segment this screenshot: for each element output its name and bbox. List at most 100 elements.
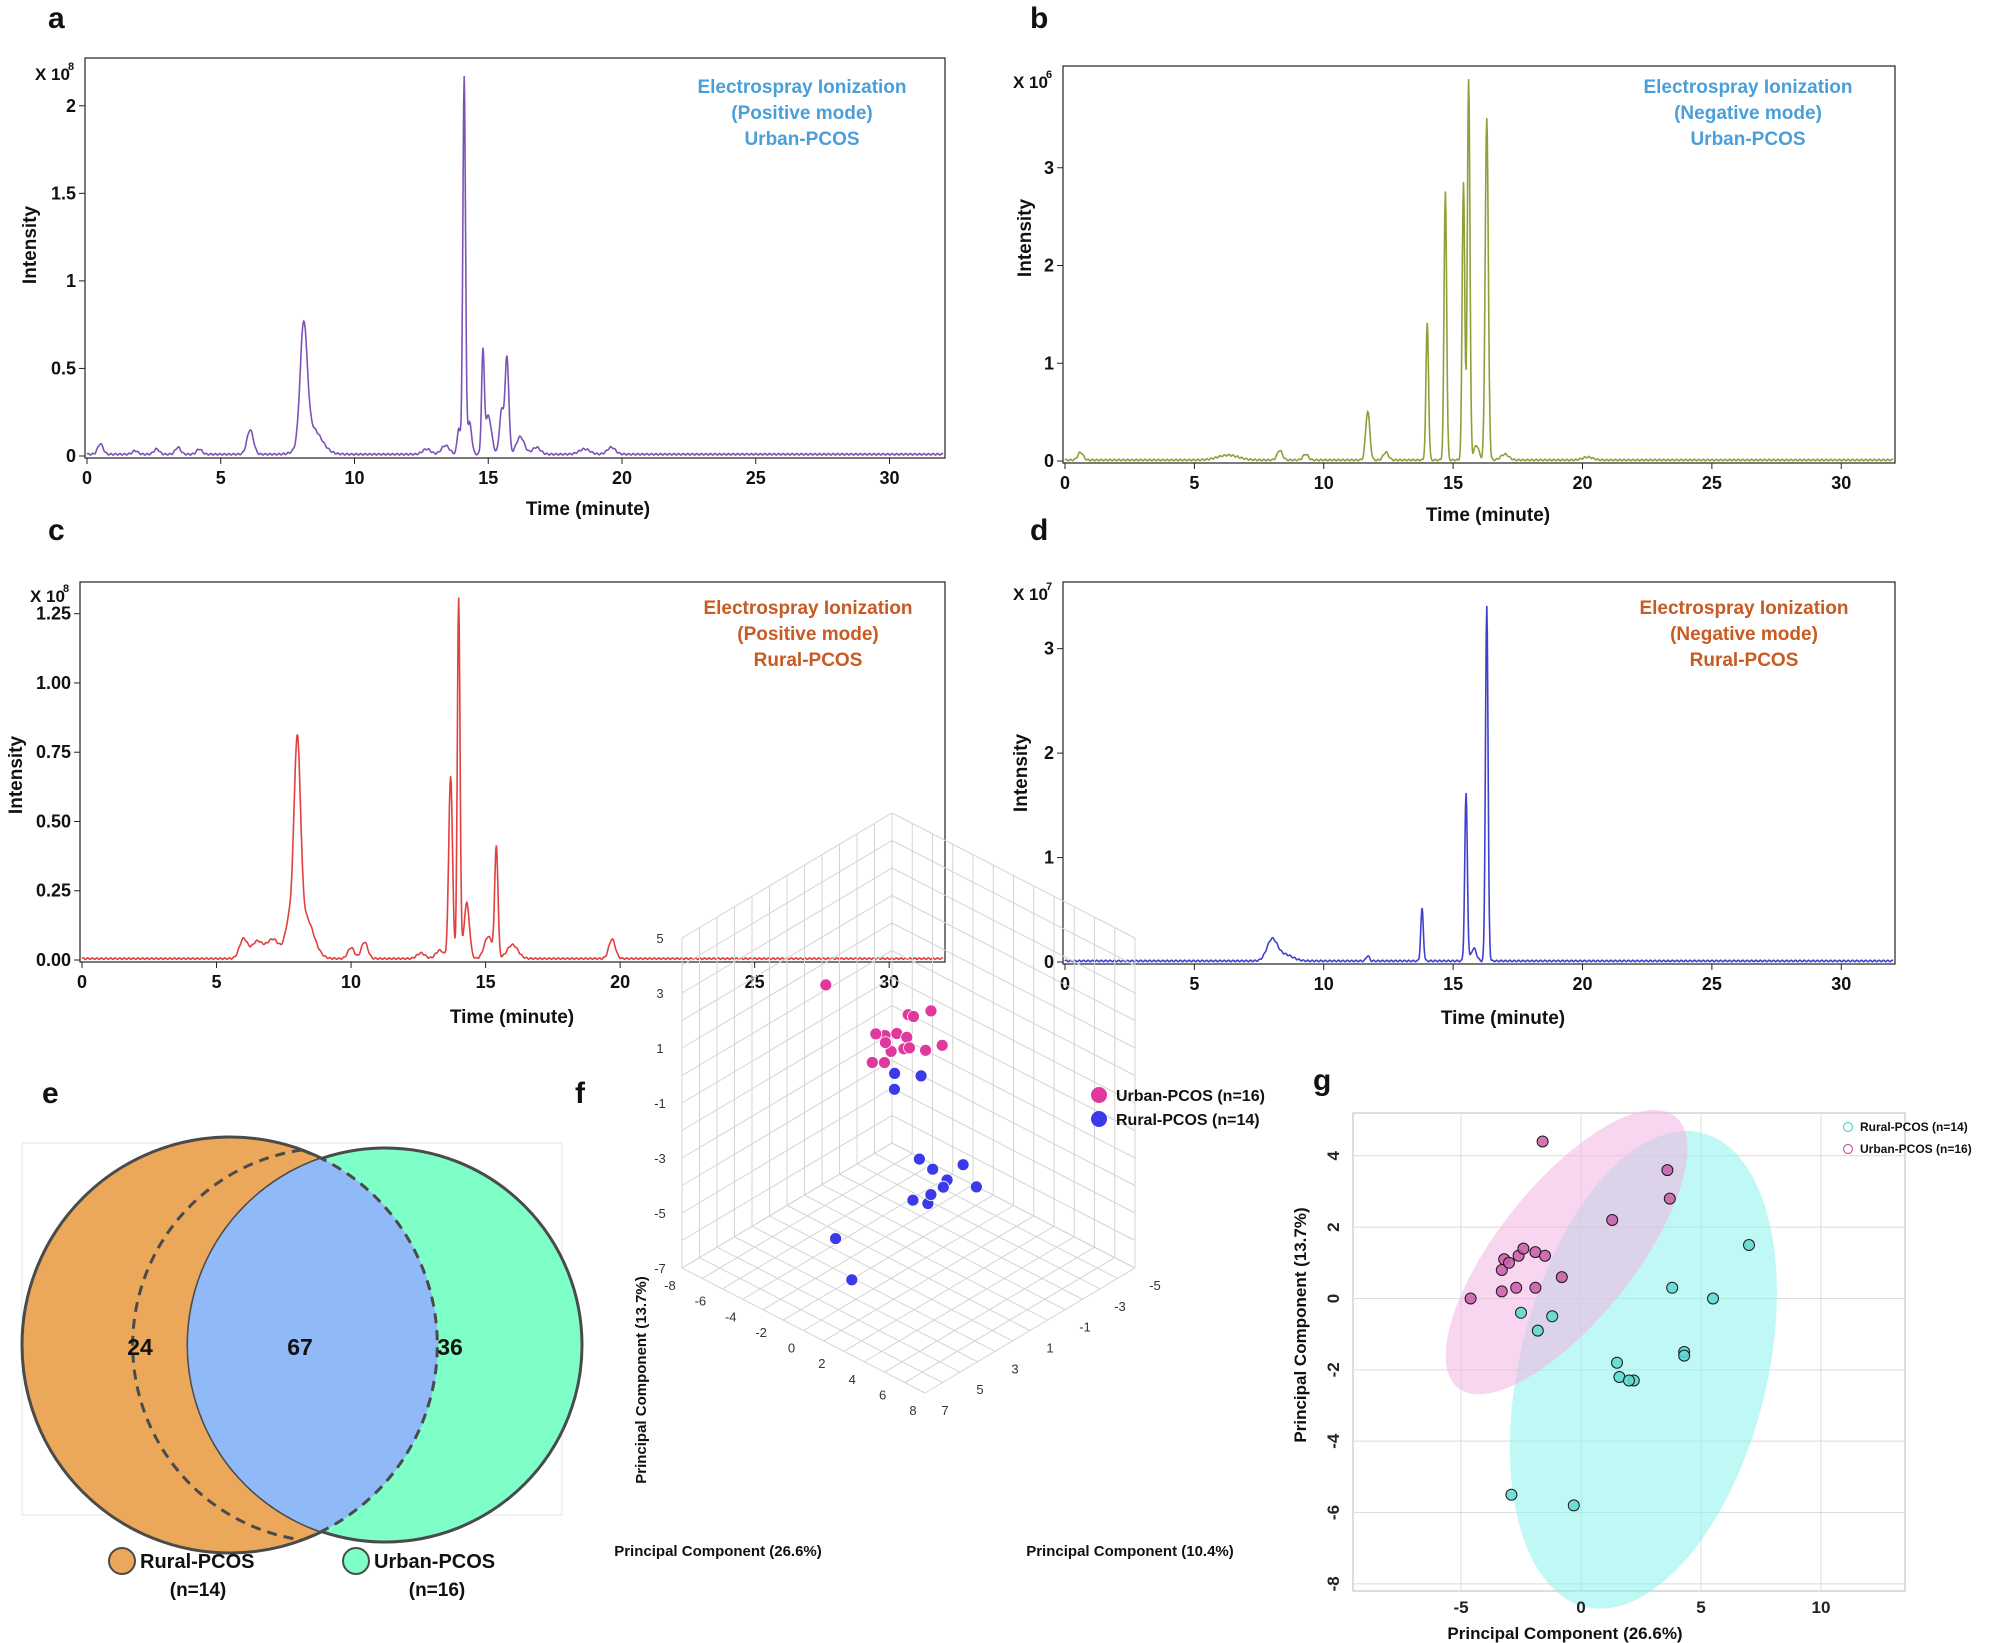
y-tick-label: -8 bbox=[1324, 1576, 1343, 1591]
title-line: Electrospray Ionization bbox=[703, 598, 912, 619]
rural-point bbox=[1678, 1349, 1691, 1362]
panel-d: d X 10 7 0 5 10 15 20 25 30 0 1 2 3 Time (minute)… bbox=[1011, 514, 1896, 1029]
x-tick-label: 15 bbox=[1443, 974, 1463, 994]
title-line: Rural-PCOS bbox=[754, 650, 863, 671]
multiplier-exponent: 6 bbox=[1046, 69, 1052, 81]
x-tick-label: 25 bbox=[746, 468, 766, 488]
x-tick-label: 15 bbox=[476, 972, 496, 992]
urban-point bbox=[1663, 1192, 1676, 1205]
y-tick-label: 1 bbox=[1044, 353, 1054, 373]
venn-count-overlap: 67 bbox=[287, 1334, 313, 1360]
y-tick-label: 1 bbox=[656, 1041, 663, 1056]
rural-point bbox=[936, 1180, 950, 1194]
title-line: Electrospray Ionization bbox=[697, 77, 906, 98]
plot-frame bbox=[79, 581, 946, 963]
urban-point bbox=[878, 1056, 891, 1069]
x-tick-label: 4 bbox=[849, 1372, 856, 1387]
y-axis-ticks: 0.00 0.25 0.50 0.75 1.00 1.25 bbox=[36, 604, 80, 970]
floor-grid-line bbox=[722, 1163, 933, 1290]
legend-label-urban: Urban-PCOS (n=16) bbox=[1860, 1142, 1972, 1156]
x-tick-label: 20 bbox=[610, 972, 630, 992]
3d-points bbox=[819, 978, 983, 1287]
rural-point bbox=[888, 1067, 901, 1080]
y-axis-ticks: 0 1 2 3 bbox=[1044, 158, 1063, 471]
y-tick-label: 2 bbox=[1324, 1222, 1343, 1231]
title-line: (Positive mode) bbox=[737, 624, 878, 645]
chromatogram-line bbox=[1064, 79, 1894, 462]
legend-count-urban: (n=16) bbox=[409, 1580, 466, 1601]
urban-point bbox=[900, 1030, 914, 1044]
x-tick-label: 25 bbox=[1702, 974, 1722, 994]
y-tick-label: 0.00 bbox=[36, 950, 71, 970]
multiplier-label: X 10 bbox=[1013, 73, 1048, 92]
x-tick-label: 10 bbox=[341, 972, 361, 992]
x-tick-label: 5 bbox=[1189, 473, 1199, 493]
rural-point bbox=[1743, 1239, 1755, 1251]
x-tick-label: 8 bbox=[909, 1403, 916, 1418]
y-tick-label: 2 bbox=[66, 96, 76, 116]
panel-c: c X 10 8 0 5 10 15 20 25 30 0.00 0.25 0.50 0.75 1.… bbox=[6, 514, 946, 1028]
panel-f: f 5 3 1 -1 -3 -5 -7 -8 -6 -4 -2 0 2 4 6 8 -5 -3 -1 1 3 5 7 Pri… bbox=[575, 812, 1265, 1560]
x-tick-label: 20 bbox=[612, 468, 632, 488]
x-axis-label: Principal Component (26.6%) bbox=[614, 1543, 822, 1560]
y-axis-ticks: 0 1 2 3 bbox=[1044, 639, 1063, 972]
x-axis-label: Principal Component (26.6%) bbox=[1447, 1624, 1682, 1643]
rural-point bbox=[888, 1082, 901, 1096]
venn-count-rural-only: 24 bbox=[127, 1334, 153, 1360]
rural-point bbox=[1531, 1324, 1544, 1337]
x-tick-label: 20 bbox=[1572, 473, 1592, 493]
multiplier-exponent: 8 bbox=[63, 583, 69, 595]
z-tick-label: -3 bbox=[1114, 1299, 1126, 1314]
x-tick-label: 10 bbox=[1314, 473, 1334, 493]
y-tick-label: 0.25 bbox=[36, 881, 71, 901]
urban-ellipse bbox=[1445, 1110, 1688, 1395]
legend-label-rural: Rural-PCOS bbox=[140, 1551, 254, 1573]
rural-point bbox=[845, 1273, 859, 1287]
multiplier-label: X 10 bbox=[30, 587, 65, 606]
y-tick-label: 0.5 bbox=[51, 358, 76, 378]
x-tick-label: 30 bbox=[1831, 473, 1851, 493]
urban-point bbox=[907, 1010, 920, 1023]
z-tick-label: 7 bbox=[941, 1403, 948, 1418]
x-tick-label: 0 bbox=[788, 1341, 795, 1356]
rural-point bbox=[1666, 1281, 1679, 1294]
rural-point bbox=[1505, 1488, 1518, 1501]
x-tick-label: 0 bbox=[82, 468, 92, 488]
plot-frame bbox=[1062, 581, 1896, 965]
floor-grid-line bbox=[701, 1152, 913, 1279]
legend-marker-rural bbox=[1091, 1111, 1107, 1127]
title-line: (Negative mode) bbox=[1674, 103, 1822, 124]
x-tick-label: 6 bbox=[879, 1387, 886, 1402]
x-tick-label: 5 bbox=[1189, 974, 1199, 994]
axis-ticks: -5 0 5 10 -8 -6 -4 -2 0 2 4 bbox=[1324, 1151, 1830, 1617]
z-tick-label: -5 bbox=[1149, 1278, 1161, 1293]
rural-point bbox=[970, 1180, 983, 1194]
x-tick-label: -6 bbox=[695, 1294, 707, 1309]
x-tick-label: 20 bbox=[1572, 974, 1592, 994]
urban-point bbox=[1661, 1164, 1674, 1177]
panel-label: e bbox=[42, 1077, 59, 1110]
x-tick-label: 15 bbox=[478, 468, 498, 488]
plot-frame bbox=[1062, 65, 1896, 464]
x-axis-ticks: 0 5 10 15 20 25 30 bbox=[1060, 463, 1851, 493]
y-axis-label: Intensity bbox=[6, 736, 27, 815]
legend: Urban-PCOS (n=16) Rural-PCOS (n=14) bbox=[1091, 1087, 1265, 1129]
x-tick-label: -8 bbox=[664, 1278, 676, 1293]
title-line: Urban-PCOS bbox=[1690, 129, 1805, 150]
title-line: Rural-PCOS bbox=[1690, 650, 1799, 671]
legend: Rural-PCOS (n=14) Urban-PCOS (n=16) bbox=[1842, 1120, 1972, 1156]
panel-a: a X 10 8 0 5 10 15 20 25 30 0 0.5 1 1.5 2 Time (mi… bbox=[20, 2, 946, 520]
legend-label-rural: Rural-PCOS (n=14) bbox=[1860, 1120, 1968, 1134]
title-line: Electrospray Ionization bbox=[1639, 598, 1848, 619]
z-tick-label: 5 bbox=[976, 1382, 983, 1397]
x-tick-label: 30 bbox=[879, 468, 899, 488]
rural-point bbox=[1546, 1310, 1559, 1323]
y-axis-label: Intensity bbox=[1011, 734, 1032, 813]
x-tick-label: -4 bbox=[725, 1309, 737, 1324]
floor-grid-line bbox=[804, 1194, 1048, 1321]
legend-marker-rural bbox=[1842, 1121, 1854, 1133]
rural-point bbox=[914, 1069, 928, 1083]
y-tick-label: 3 bbox=[1044, 158, 1054, 178]
x-axis-label: Time (minute) bbox=[1426, 505, 1550, 526]
